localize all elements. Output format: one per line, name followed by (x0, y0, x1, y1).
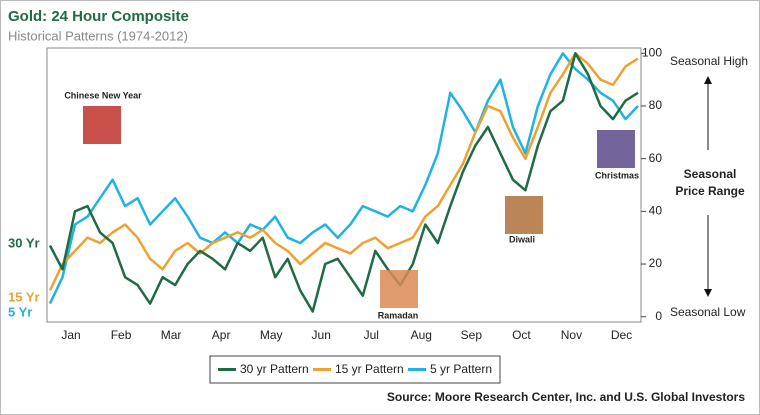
legend-label: 15 yr Pattern (335, 362, 404, 376)
x-tick-label: Mar (161, 328, 182, 342)
x-tick-label: Apr (212, 328, 231, 342)
series-label: 30 Yr (8, 235, 40, 250)
series-line (48, 52, 639, 291)
chart-title: Gold: 24 Hour Composite (8, 8, 189, 25)
event-label: Ramadan (378, 310, 419, 320)
seasonal-low: Seasonal Low (670, 305, 746, 319)
x-tick-label: Dec (611, 328, 632, 342)
event-image (380, 270, 418, 308)
y-tick-label: 20 (649, 256, 663, 270)
event-image (83, 106, 121, 144)
event-image (505, 196, 543, 234)
event-label: Chinese New Year (64, 90, 142, 100)
x-tick-label: Jun (312, 328, 331, 342)
seasonal-high: Seasonal High (670, 54, 748, 68)
x-tick-label: May (260, 328, 283, 342)
y-tick-label: 0 (655, 309, 662, 323)
series-label: 15 Yr (8, 289, 40, 304)
source-text: Moore Research Center, Inc. and U.S. Glo… (435, 390, 745, 404)
x-tick-label: Jan (61, 328, 80, 342)
range-label: Price Range (675, 184, 745, 198)
event-label: Christmas (595, 170, 639, 180)
x-tick-label: Sep (461, 328, 483, 342)
x-tick-label: Nov (561, 328, 582, 342)
y-tick-label: 60 (649, 151, 663, 165)
source-label: Source: (387, 390, 432, 404)
plot-frame (46, 47, 642, 323)
legend-label: 5 yr Pattern (430, 362, 492, 376)
range-label: Seasonal (684, 167, 737, 181)
event-image (597, 130, 635, 168)
y-tick-label: 100 (642, 45, 662, 59)
x-tick-label: Aug (411, 328, 432, 342)
chart-subtitle: Historical Patterns (1974-2012) (8, 28, 188, 43)
series-line (48, 52, 639, 305)
x-tick-label: Jul (364, 328, 379, 342)
series-line (48, 52, 639, 313)
event-label: Diwali (509, 234, 535, 244)
x-tick-label: Oct (512, 328, 531, 342)
legend-label: 30 yr Pattern (240, 362, 309, 376)
series-label: 5 Yr (8, 304, 32, 319)
source: Source: Moore Research Center, Inc. and … (387, 390, 745, 404)
y-tick-label: 80 (649, 98, 663, 112)
x-tick-label: Feb (111, 328, 132, 342)
legend-box (209, 355, 501, 384)
y-tick-label: 40 (649, 204, 663, 218)
